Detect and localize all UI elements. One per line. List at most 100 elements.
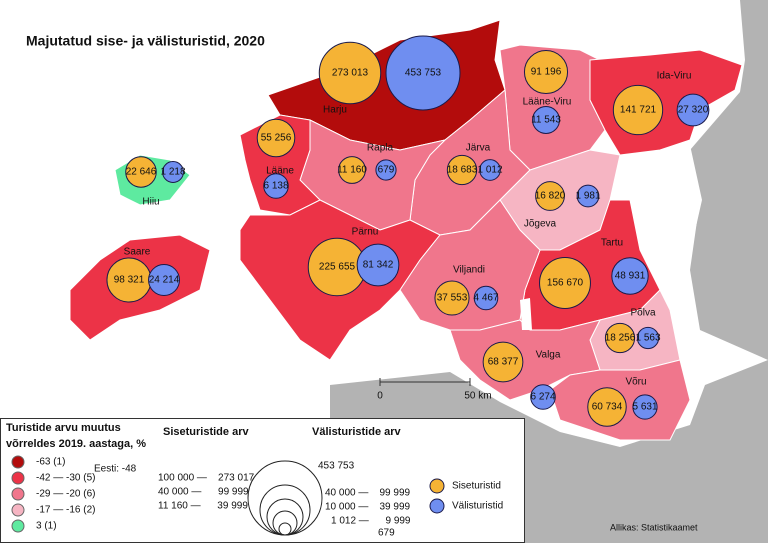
bubble-label: 55 256 xyxy=(261,133,292,144)
bubble-label: 1 981 xyxy=(575,191,600,202)
legend-label: 11 160 — 39 999 xyxy=(158,501,248,512)
bubble-label: 18 256 xyxy=(605,333,636,344)
bubble-label: 16 820 xyxy=(535,191,566,202)
foreign-bubble xyxy=(148,264,180,296)
bubble-label: 225 655 xyxy=(319,262,356,273)
bubble-label: 11 543 xyxy=(531,115,561,126)
legend-size-circle xyxy=(278,522,292,536)
bubble-label: 6 274 xyxy=(530,392,555,403)
legend-swatch xyxy=(11,487,25,501)
foreign-bubble xyxy=(611,257,649,295)
domestic-bubble xyxy=(587,387,627,427)
county-name: Põlva xyxy=(630,308,655,319)
foreign-bubble xyxy=(473,285,499,311)
bubble-label: 60 734 xyxy=(592,402,623,413)
legend-label: -29 — -20 (6) xyxy=(36,489,95,500)
foreign-bubble xyxy=(356,243,400,287)
foreign-bubble xyxy=(576,184,600,208)
domestic-bubble xyxy=(535,181,565,211)
legend-label: 40 000 — 99 999 xyxy=(158,487,249,498)
legend-label: 679 xyxy=(378,528,395,539)
domestic-bubble xyxy=(539,257,591,309)
scale-label: 50 km xyxy=(464,391,491,402)
domestic-bubble xyxy=(338,156,366,184)
legend-swatch xyxy=(11,471,25,485)
legend-label: 40 000 — 99 999 xyxy=(325,488,411,499)
county-name: Saare xyxy=(124,247,151,258)
county-name: Ida-Viru xyxy=(657,71,692,82)
bubble-label: 81 342 xyxy=(363,260,394,271)
foreign-bubble xyxy=(532,106,560,134)
legend-label: -63 (1) xyxy=(36,457,65,468)
neighbour-land xyxy=(690,0,768,360)
legend-swatch xyxy=(11,455,25,469)
lake xyxy=(520,298,532,330)
bubble-label: 98 321 xyxy=(114,275,145,286)
legend-label: 1 012 — 9 999 xyxy=(331,516,411,527)
county-name: Valga xyxy=(536,350,561,361)
bubble-label: 1 563 xyxy=(635,333,660,344)
map-title: Majutatud sise- ja välisturistid, 2020 xyxy=(26,33,265,49)
bubble-label: 679 xyxy=(378,165,395,176)
legend-label: 3 (1) xyxy=(36,521,57,532)
bubble-label: 68 377 xyxy=(488,357,519,368)
legend-label: Siseturistid xyxy=(452,481,501,492)
domestic-bubble xyxy=(434,280,470,316)
bubble-label: 1 012 xyxy=(477,165,502,176)
legend-symbol xyxy=(429,498,445,514)
bubble-label: 91 196 xyxy=(531,67,562,78)
bubble-label: 156 670 xyxy=(547,278,584,289)
bubble-label: 27 320 xyxy=(678,105,709,116)
legend-swatch xyxy=(11,503,25,517)
foreign-bubble xyxy=(479,159,501,181)
legend-label: 100 000 — 273 017 xyxy=(158,473,255,484)
domestic-bubble xyxy=(125,156,157,188)
legend-title: Turistide arvu muutus xyxy=(6,422,121,434)
county-name: Harju xyxy=(323,105,347,116)
legend-title: võrreldes 2019. aastaga, % xyxy=(6,438,146,450)
county-name: Järva xyxy=(466,143,491,154)
domestic-bubble xyxy=(318,41,382,105)
lake xyxy=(622,145,702,262)
domestic-bubble xyxy=(446,154,478,186)
legend-note: Eesti: -48 xyxy=(94,464,137,475)
foreign-bubble xyxy=(530,384,556,410)
legend-label: -42 — -30 (5) xyxy=(36,473,95,484)
domestic-bubble xyxy=(604,322,636,354)
bubble-label: 141 721 xyxy=(620,105,657,116)
county-name: Pärnu xyxy=(352,227,379,238)
county-name: Võru xyxy=(625,377,646,388)
county-name: Rapla xyxy=(367,143,394,154)
legend-label: -17 — -16 (2) xyxy=(36,505,95,516)
foreign-bubble xyxy=(162,161,184,183)
domestic-bubble xyxy=(482,341,524,383)
legend-label: 453 753 xyxy=(318,461,355,472)
domestic-bubble xyxy=(523,49,569,95)
legend-label: Välisturistid xyxy=(452,501,503,512)
bubble-label: 5 631 xyxy=(632,402,657,413)
bubble-label: 37 553 xyxy=(437,293,468,304)
scale-label: 0 xyxy=(377,391,383,402)
bubble-label: 6 138 xyxy=(263,181,288,192)
county-name: Viljandi xyxy=(453,265,485,276)
domestic-bubble xyxy=(256,118,296,158)
source: Allikas: Statistikaamet xyxy=(610,522,698,532)
legend-symbol xyxy=(429,478,445,494)
foreign-bubble xyxy=(676,93,710,127)
legend-title: Välisturistide arv xyxy=(312,426,402,438)
bubble-label: 48 931 xyxy=(615,271,646,282)
county-name: Lääne-Viru xyxy=(523,97,572,108)
bubble-label: 24 214 xyxy=(149,275,180,286)
bubble-label: 453 753 xyxy=(405,68,442,79)
bubble-label: 11 160 xyxy=(337,165,367,176)
domestic-bubble xyxy=(612,84,664,136)
county-name: Jõgeva xyxy=(524,219,557,230)
county-name: Hiiu xyxy=(142,197,159,208)
bubble-label: 18 683 xyxy=(447,165,478,176)
legend-label: 10 000 — 39 999 xyxy=(325,502,411,513)
county-name: Lääne xyxy=(266,166,294,177)
bubble-label: 4 467 xyxy=(473,293,498,304)
county-name: Tartu xyxy=(601,238,623,249)
legend-swatch xyxy=(11,519,25,533)
